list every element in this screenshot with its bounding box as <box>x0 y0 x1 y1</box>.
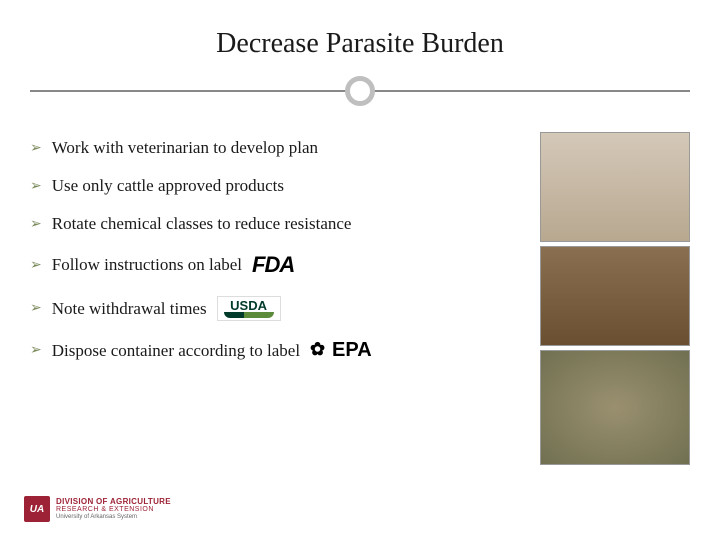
divider-circle <box>345 76 375 106</box>
bullet-arrow-icon: ➢ <box>30 300 42 317</box>
bullet-arrow-icon: ➢ <box>30 216 42 233</box>
bullet-item: ➢ Use only cattle approved products <box>30 176 530 196</box>
side-image-column <box>540 132 690 465</box>
footer-org-logo: UA DIVISION OF AGRICULTURE RESEARCH & EX… <box>24 496 171 522</box>
footer-line3: University of Arkansas System <box>56 514 171 520</box>
epa-flower-icon <box>310 341 330 361</box>
bullet-item: ➢ Work with veterinarian to develop plan <box>30 138 530 158</box>
bullet-text: Dispose container according to label <box>52 341 300 361</box>
bullet-text: Follow instructions on label <box>52 255 242 275</box>
ua-badge-icon: UA <box>24 496 50 522</box>
content-area: ➢ Work with veterinarian to develop plan… <box>30 132 690 465</box>
cow-face-photo <box>540 132 690 242</box>
bullet-arrow-icon: ➢ <box>30 342 42 359</box>
slide-title: Decrease Parasite Burden <box>30 28 690 60</box>
epa-logo-icon: EPA <box>310 339 372 362</box>
bullet-list: ➢ Work with veterinarian to develop plan… <box>30 132 530 465</box>
cow-body-photo <box>540 246 690 346</box>
bullet-item: ➢ Note withdrawal times USDA <box>30 296 530 321</box>
bullet-text: Note withdrawal times <box>52 299 207 319</box>
parasite-egg-photo <box>540 350 690 465</box>
title-divider <box>30 72 690 112</box>
bullet-text: Use only cattle approved products <box>52 176 284 196</box>
bullet-arrow-icon: ➢ <box>30 257 42 274</box>
bullet-text: Rotate chemical classes to reduce resist… <box>52 214 352 234</box>
footer-line1: DIVISION OF AGRICULTURE <box>56 498 171 506</box>
bullet-item: ➢ Follow instructions on label FDA <box>30 252 530 278</box>
bullet-item: ➢ Dispose container according to label E… <box>30 339 530 362</box>
bullet-arrow-icon: ➢ <box>30 178 42 195</box>
bullet-arrow-icon: ➢ <box>30 140 42 157</box>
bullet-text: Work with veterinarian to develop plan <box>52 138 318 158</box>
usda-logo-icon: USDA <box>217 296 281 321</box>
slide: Decrease Parasite Burden ➢ Work with vet… <box>0 0 720 540</box>
footer-line2: RESEARCH & EXTENSION <box>56 506 171 513</box>
fda-logo-icon: FDA <box>252 252 294 278</box>
usda-swoosh-icon <box>224 312 274 318</box>
bullet-item: ➢ Rotate chemical classes to reduce resi… <box>30 214 530 234</box>
